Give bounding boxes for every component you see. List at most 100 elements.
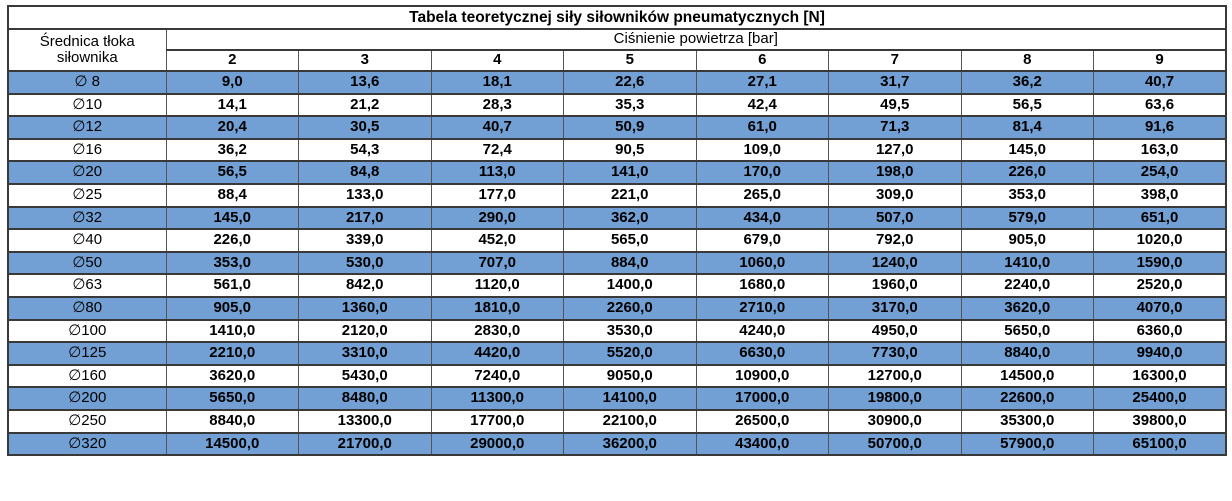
force-value-cell: 3310,0: [298, 341, 432, 366]
force-value-cell: 905,0: [960, 228, 1094, 253]
force-value-cell: 1240,0: [828, 250, 962, 276]
pressure-header-row: 2 3 4 5 6 7 8 9: [8, 49, 1227, 72]
force-value-cell: 22,6: [563, 70, 697, 95]
force-value-cell: 8480,0: [298, 386, 432, 411]
force-value-cell: 13,6: [298, 70, 432, 95]
force-value-cell: 29000,0: [430, 431, 564, 457]
force-value-cell: 17000,0: [695, 386, 829, 411]
diameter-label: ∅63: [7, 273, 167, 298]
table-title-row: Tabela teoretycznej siły siłowników pneu…: [7, 5, 1227, 30]
pressure-header-cell: 9: [1093, 49, 1227, 72]
table-row: ∅50 353,0 530,0 707,0 884,0 1060,0 1240,0 1410…: [7, 250, 1227, 276]
force-value-cell: 452,0: [430, 228, 564, 253]
force-value-cell: 36200,0: [563, 431, 697, 457]
force-value-cell: 35300,0: [960, 408, 1094, 434]
force-value-cell: 565,0: [563, 228, 697, 253]
force-value-cell: 31,7: [828, 70, 962, 95]
force-value-cell: 88,4: [165, 182, 299, 208]
force-value-cell: 1590,0: [1093, 250, 1227, 276]
force-value-cell: 43400,0: [695, 431, 829, 457]
force-value-cell: 65100,0: [1093, 431, 1227, 457]
force-value-cell: 25400,0: [1093, 386, 1227, 411]
force-value-cell: 42,4: [695, 92, 829, 118]
table-row: ∅40 226,0 339,0 452,0 565,0 679,0 792,0 905,0 1…: [7, 228, 1227, 253]
force-value-cell: 2710,0: [695, 295, 829, 321]
force-value-cell: 177,0: [430, 182, 564, 208]
force-value-cell: 309,0: [828, 182, 962, 208]
force-value-cell: 8840,0: [960, 341, 1094, 366]
force-value-cell: 579,0: [960, 205, 1094, 231]
force-value-cell: 30900,0: [828, 408, 962, 434]
force-value-cell: 16300,0: [1093, 363, 1227, 389]
table-row: ∅10 14,1 21,2 28,3 35,3 42,4 49,5 56,5 63,6: [7, 92, 1227, 118]
force-value-cell: 1960,0: [828, 273, 962, 298]
force-value-cell: 11300,0: [430, 386, 564, 411]
table-row: ∅ 8 9,0 13,6 18,1 22,6 27,1 31,7 36,2 40,7: [7, 70, 1227, 95]
force-value-cell: 30,5: [298, 115, 432, 140]
pressure-header-cell: 5: [563, 49, 697, 72]
table-row: ∅32 145,0 217,0 290,0 362,0 434,0 507,0 579,0 6…: [7, 205, 1227, 231]
force-value-cell: 3620,0: [165, 363, 299, 389]
diameter-label: ∅25: [7, 182, 167, 208]
force-value-cell: 7240,0: [430, 363, 564, 389]
force-value-cell: 265,0: [695, 182, 829, 208]
force-value-cell: 14500,0: [165, 431, 299, 457]
force-value-cell: 17700,0: [430, 408, 564, 434]
force-value-cell: 651,0: [1093, 205, 1227, 231]
pressure-header-cell: 6: [695, 49, 829, 72]
force-value-cell: 133,0: [298, 182, 432, 208]
force-value-cell: 434,0: [695, 205, 829, 231]
force-value-cell: 61,0: [695, 115, 829, 140]
force-value-cell: 19800,0: [828, 386, 962, 411]
pressure-header-cell: 8: [960, 49, 1094, 72]
force-value-cell: 4240,0: [695, 318, 829, 344]
diameter-label: ∅20: [7, 160, 167, 185]
force-value-cell: 57900,0: [960, 431, 1094, 457]
diameter-label: ∅16: [7, 137, 167, 163]
force-value-cell: 71,3: [828, 115, 962, 140]
table-row: ∅25 88,4 133,0 177,0 221,0 265,0 309,0 353,0 39…: [7, 182, 1227, 208]
row-header-line-2: siłownika: [56, 49, 118, 66]
force-value-cell: 35,3: [563, 92, 697, 118]
force-value-cell: 2210,0: [165, 341, 299, 366]
force-table-body: ∅ 8 9,0 13,6 18,1 22,6 27,1 31,7 36,2 40,7 ∅10 …: [7, 70, 1227, 457]
force-value-cell: 9940,0: [1093, 341, 1227, 366]
pressure-header-cell: 3: [298, 49, 432, 72]
force-value-cell: 91,6: [1093, 115, 1227, 140]
table-row: ∅80 905,0 1360,0 1810,0 2260,0 2710,0 3170,0 3…: [7, 295, 1227, 321]
force-value-cell: 561,0: [165, 273, 299, 298]
force-value-cell: 14100,0: [563, 386, 697, 411]
force-value-cell: 50700,0: [828, 431, 962, 457]
force-value-cell: 226,0: [960, 160, 1094, 185]
column-group-header-row: Średnica tłoka siłownika Ciśnienie powie…: [7, 28, 1227, 72]
force-value-cell: 339,0: [298, 228, 432, 253]
force-value-cell: 1120,0: [430, 273, 564, 298]
force-value-cell: 22100,0: [563, 408, 697, 434]
force-value-cell: 1410,0: [960, 250, 1094, 276]
force-value-cell: 3620,0: [960, 295, 1094, 321]
force-value-cell: 362,0: [563, 205, 697, 231]
diameter-label: ∅250: [7, 408, 167, 434]
force-value-cell: 5650,0: [165, 386, 299, 411]
force-value-cell: 14,1: [165, 92, 299, 118]
force-value-cell: 1680,0: [695, 273, 829, 298]
force-value-cell: 905,0: [165, 295, 299, 321]
pressure-header-cell: 7: [828, 49, 962, 72]
force-value-cell: 884,0: [563, 250, 697, 276]
force-value-cell: 36,2: [960, 70, 1094, 95]
force-value-cell: 9,0: [165, 70, 299, 95]
force-value-cell: 198,0: [828, 160, 962, 185]
force-value-cell: 10900,0: [695, 363, 829, 389]
force-value-cell: 6630,0: [695, 341, 829, 366]
table-row: ∅16 36,2 54,3 72,4 90,5 109,0 127,0 145,0 163,0: [7, 137, 1227, 163]
force-value-cell: 1410,0: [165, 318, 299, 344]
force-value-cell: 4070,0: [1093, 295, 1227, 321]
force-value-cell: 84,8: [298, 160, 432, 185]
force-value-cell: 39800,0: [1093, 408, 1227, 434]
force-value-cell: 14500,0: [960, 363, 1094, 389]
force-value-cell: 18,1: [430, 70, 564, 95]
force-value-cell: 49,5: [828, 92, 962, 118]
force-value-cell: 2260,0: [563, 295, 697, 321]
diameter-label: ∅12: [7, 115, 167, 140]
force-value-cell: 63,6: [1093, 92, 1227, 118]
